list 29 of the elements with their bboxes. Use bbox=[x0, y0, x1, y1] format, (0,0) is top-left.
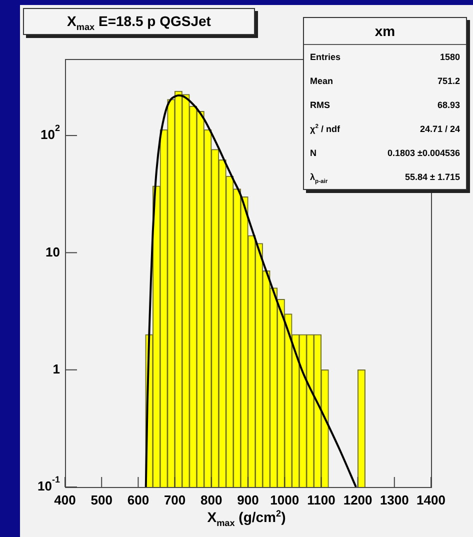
text: 68.93 bbox=[437, 99, 460, 112]
y-tick-label: 1 bbox=[52, 361, 60, 376]
x-tick-label: 1000 bbox=[270, 492, 300, 508]
y-tick-label: 10 bbox=[46, 244, 60, 260]
x-tick-label: 1400 bbox=[416, 492, 446, 508]
x-tick-label: 1300 bbox=[380, 492, 409, 508]
x-tick-label: 700 bbox=[164, 492, 186, 508]
x-tick-label: 1200 bbox=[343, 492, 372, 508]
text: 751.2 bbox=[437, 75, 460, 88]
x-tick-label: 500 bbox=[90, 492, 112, 508]
annotation: 0.1803 ±0.004536 bbox=[387, 147, 460, 160]
annotation: χ$^{2}$ / ndf bbox=[310, 122, 340, 136]
annotation: Entries bbox=[310, 51, 341, 64]
chart-title: X$_{max}$ E=18.5 p QGSJet bbox=[23, 8, 255, 35]
x-tick-label: 600 bbox=[127, 492, 150, 508]
annotation: RMS bbox=[310, 99, 330, 112]
x-tick-label: 800 bbox=[200, 492, 222, 508]
annotation: λ$_{p-air}$ bbox=[310, 171, 328, 187]
line-series bbox=[144, 94, 357, 487]
text: xm bbox=[304, 18, 466, 45]
x-tick-label: 900 bbox=[237, 492, 259, 508]
annotation: 55.84 ± 1.715 bbox=[405, 171, 460, 184]
text: 1580 bbox=[440, 51, 460, 64]
x-tick-label: 1100 bbox=[307, 492, 336, 508]
x-tick-label: 400 bbox=[54, 492, 76, 508]
x-axis-title: X$_{max}$ (g/cm$^{2}$) bbox=[206, 508, 287, 528]
annotation: N bbox=[310, 147, 316, 160]
annotation: Mean bbox=[310, 75, 334, 88]
annotation: 24.71 / 24 bbox=[420, 123, 460, 136]
